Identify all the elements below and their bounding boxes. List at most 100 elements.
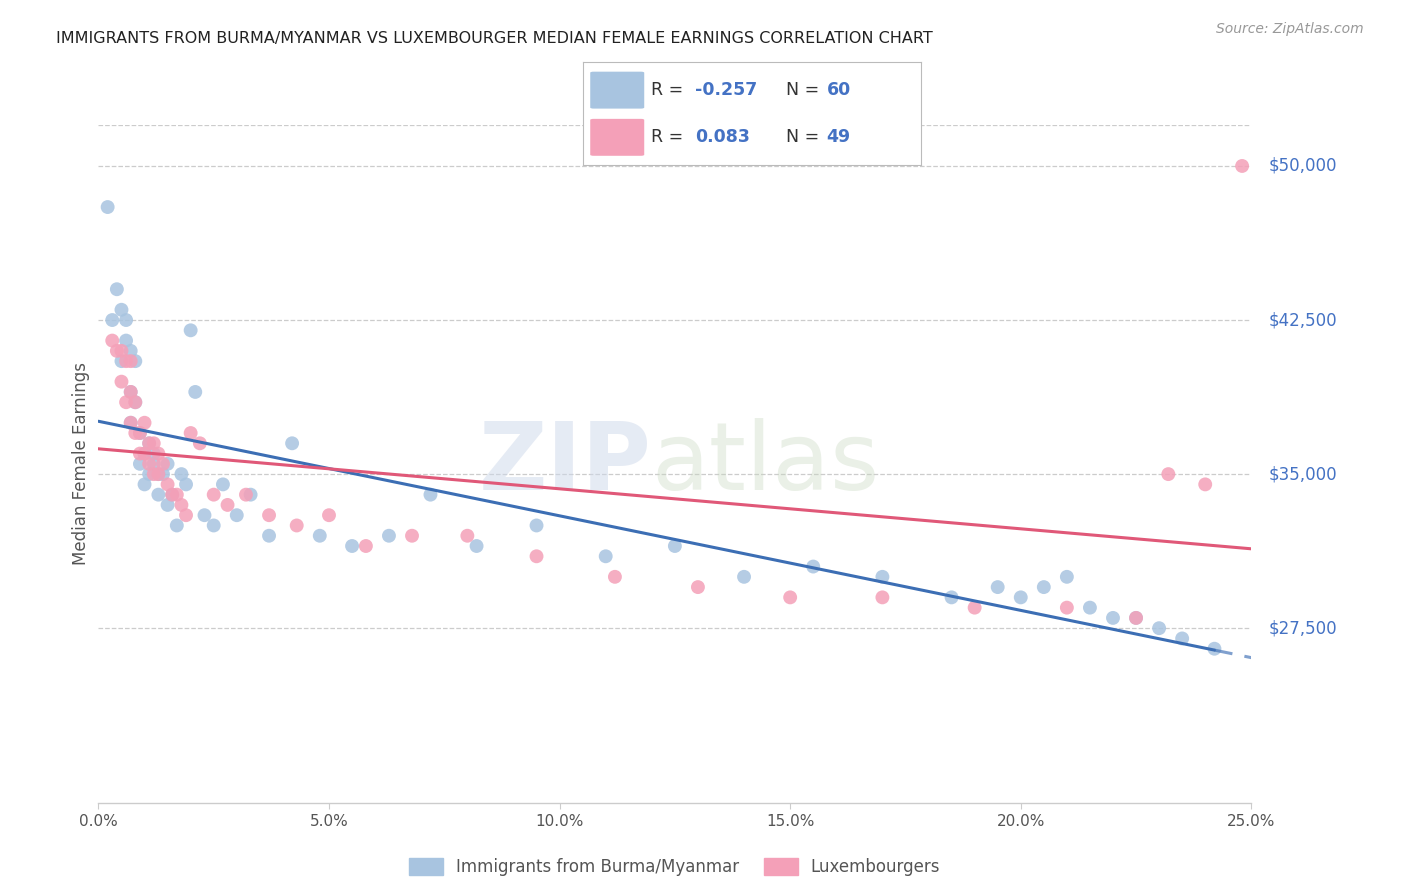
- Text: $50,000: $50,000: [1268, 157, 1337, 175]
- Point: [148, 467, 170, 482]
- Point: [138, 436, 160, 450]
- Point: [1230, 159, 1253, 173]
- Y-axis label: Median Female Earnings: Median Female Earnings: [72, 362, 90, 566]
- Point: [184, 384, 207, 399]
- Point: [134, 446, 156, 460]
- Point: [134, 446, 156, 460]
- Text: R =: R =: [651, 128, 689, 146]
- Text: N =: N =: [786, 128, 825, 146]
- Point: [120, 416, 142, 430]
- Point: [1102, 611, 1125, 625]
- Point: [101, 313, 124, 327]
- Text: N =: N =: [786, 81, 825, 99]
- Point: [120, 384, 142, 399]
- Point: [115, 334, 138, 348]
- Text: atlas: atlas: [652, 417, 880, 510]
- Point: [170, 467, 193, 482]
- Point: [1032, 580, 1054, 594]
- Point: [1147, 621, 1170, 635]
- Point: [401, 529, 423, 543]
- Point: [686, 580, 709, 594]
- Point: [526, 549, 548, 564]
- Point: [235, 488, 257, 502]
- Point: [105, 282, 128, 296]
- Point: [1056, 570, 1078, 584]
- Point: [129, 446, 152, 460]
- Point: [202, 518, 225, 533]
- Point: [110, 302, 132, 317]
- Text: R =: R =: [651, 81, 689, 99]
- Point: [120, 354, 142, 368]
- Text: $35,000: $35,000: [1268, 465, 1337, 483]
- Point: [456, 529, 478, 543]
- Text: 0.083: 0.083: [695, 128, 749, 146]
- Point: [212, 477, 235, 491]
- Point: [120, 416, 142, 430]
- Point: [1157, 467, 1180, 482]
- Point: [142, 457, 165, 471]
- Point: [872, 591, 894, 605]
- Point: [170, 498, 193, 512]
- Point: [174, 508, 197, 523]
- Point: [148, 488, 170, 502]
- Point: [285, 518, 308, 533]
- Point: [142, 446, 165, 460]
- Point: [202, 488, 225, 502]
- Text: -0.257: -0.257: [695, 81, 756, 99]
- Point: [1056, 600, 1078, 615]
- Point: [354, 539, 377, 553]
- Point: [166, 488, 188, 502]
- Point: [239, 488, 262, 502]
- Point: [142, 436, 165, 450]
- Point: [603, 570, 626, 584]
- Point: [1171, 632, 1194, 646]
- Point: [779, 591, 801, 605]
- Point: [318, 508, 340, 523]
- Point: [101, 334, 124, 348]
- Point: [180, 323, 202, 337]
- Point: [225, 508, 247, 523]
- Point: [166, 518, 188, 533]
- Point: [142, 467, 165, 482]
- Point: [115, 354, 138, 368]
- Point: [120, 384, 142, 399]
- Point: [124, 395, 146, 409]
- Point: [105, 343, 128, 358]
- Point: [419, 488, 441, 502]
- Point: [193, 508, 215, 523]
- Point: [595, 549, 617, 564]
- Point: [174, 477, 197, 491]
- Text: IMMIGRANTS FROM BURMA/MYANMAR VS LUXEMBOURGER MEDIAN FEMALE EARNINGS CORRELATION: IMMIGRANTS FROM BURMA/MYANMAR VS LUXEMBO…: [56, 31, 934, 46]
- Point: [1125, 611, 1147, 625]
- Point: [160, 488, 183, 502]
- Point: [120, 343, 142, 358]
- Point: [664, 539, 686, 553]
- Point: [941, 591, 963, 605]
- Point: [156, 498, 179, 512]
- Legend: Immigrants from Burma/Myanmar, Luxembourgers: Immigrants from Burma/Myanmar, Luxembour…: [402, 851, 948, 882]
- Point: [1204, 641, 1226, 656]
- Point: [124, 425, 146, 440]
- Point: [148, 446, 170, 460]
- Point: [134, 477, 156, 491]
- Text: ZIP: ZIP: [479, 417, 652, 510]
- Point: [110, 375, 132, 389]
- Point: [156, 477, 179, 491]
- Point: [1010, 591, 1032, 605]
- Point: [872, 570, 894, 584]
- Point: [129, 425, 152, 440]
- Point: [188, 436, 211, 450]
- Point: [138, 436, 160, 450]
- Point: [963, 600, 986, 615]
- Text: Source: ZipAtlas.com: Source: ZipAtlas.com: [1216, 22, 1364, 37]
- Point: [124, 354, 146, 368]
- Point: [257, 508, 280, 523]
- Point: [124, 395, 146, 409]
- Point: [156, 457, 179, 471]
- Point: [180, 425, 202, 440]
- Point: [1078, 600, 1101, 615]
- Point: [115, 313, 138, 327]
- Point: [733, 570, 755, 584]
- Point: [257, 529, 280, 543]
- Point: [465, 539, 488, 553]
